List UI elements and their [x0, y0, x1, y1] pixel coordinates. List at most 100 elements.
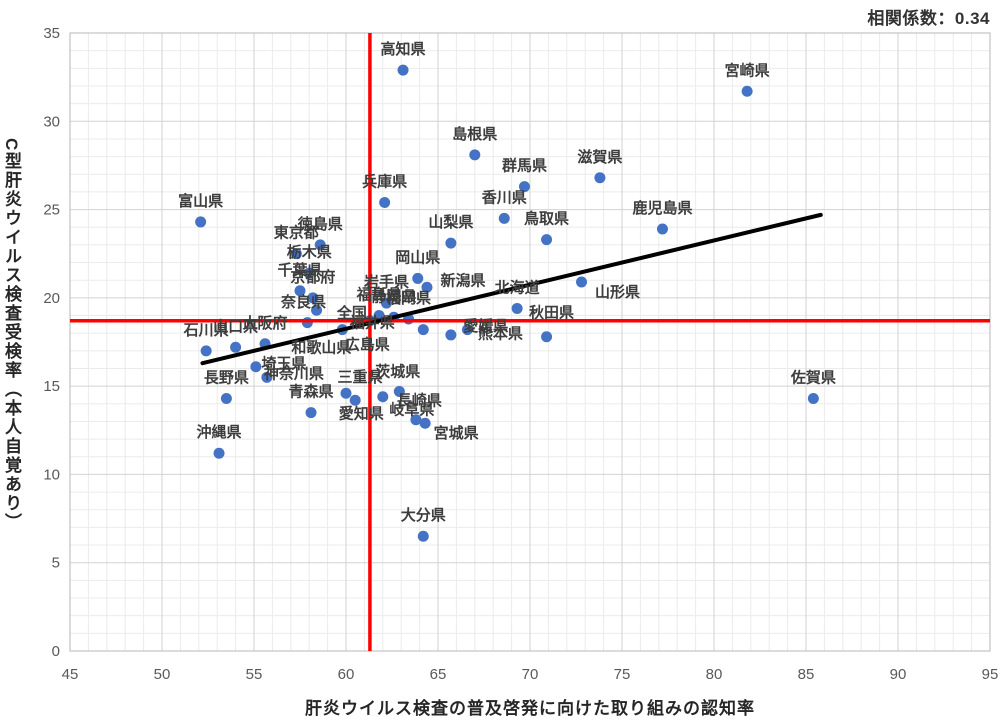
- point-label-神奈川県: 神奈川県: [264, 364, 324, 382]
- point-label-長崎県: 長崎県: [397, 392, 442, 409]
- data-point-北海道: [511, 302, 523, 314]
- y-tick-label: 0: [52, 643, 60, 660]
- data-point-三重県: [340, 387, 352, 399]
- y-axis-title: C型肝炎ウイルス検査受検率（本人自覚あり）: [2, 138, 21, 533]
- point-label-島根県: 島根県: [452, 125, 497, 143]
- point-label-徳島県: 徳島県: [297, 215, 343, 233]
- point-label-鳥取県: 鳥取県: [524, 210, 569, 228]
- data-point-岩手県: [380, 297, 392, 309]
- data-point-埼玉県: [250, 361, 262, 373]
- data-point-千葉県: [294, 285, 306, 297]
- data-point-和歌山県: [301, 317, 313, 329]
- point-label-奈良県: 奈良県: [280, 293, 326, 311]
- point-label-大分県: 大分県: [401, 506, 446, 524]
- point-label-愛媛県: 愛媛県: [463, 317, 508, 335]
- data-point-山梨県: [445, 237, 457, 249]
- data-point-奈良県: [311, 304, 323, 316]
- x-tick-label: 60: [338, 666, 355, 683]
- data-point-香川県: [498, 212, 510, 224]
- data-point-熊本県: [461, 324, 473, 336]
- point-label-全国: 全国: [336, 304, 367, 322]
- data-point-青森県: [305, 407, 317, 419]
- x-tick-label: 55: [246, 666, 263, 683]
- data-point-佐賀県: [807, 393, 819, 405]
- data-point-兵庫県: [379, 197, 391, 209]
- point-label-山形県: 山形県: [595, 283, 640, 301]
- data-point-長野県: [220, 393, 232, 405]
- point-label-岩手県: 岩手県: [363, 273, 409, 291]
- x-tick-label: 65: [430, 666, 447, 683]
- point-label-長野県: 長野県: [204, 370, 249, 387]
- point-label-香川県: 香川県: [482, 188, 527, 206]
- x-tick-label: 90: [890, 666, 907, 683]
- data-point-神奈川県: [261, 371, 273, 383]
- data-point-滋賀県: [594, 172, 606, 184]
- point-label-和歌山県: 和歌山県: [291, 339, 351, 357]
- data-point-鳥取県: [541, 234, 553, 246]
- point-label-熊本県: 熊本県: [478, 325, 523, 343]
- point-label-茨城県: 茨城県: [375, 363, 420, 381]
- data-point-鹿児島県: [656, 223, 668, 235]
- data-point-栃木県: [303, 267, 315, 279]
- data-point-岡山県: [412, 272, 424, 284]
- point-label-宮崎県: 宮崎県: [725, 61, 770, 79]
- data-point-宮崎県: [741, 85, 753, 97]
- point-label-富山県: 富山県: [178, 192, 223, 210]
- point-label-兵庫県: 兵庫県: [362, 173, 407, 191]
- y-tick-label: 20: [43, 290, 60, 307]
- trend-line: [200, 212, 823, 366]
- point-label-佐賀県: 佐賀県: [790, 369, 836, 387]
- data-point-愛媛県: [445, 329, 457, 341]
- data-point-長崎県: [393, 385, 405, 397]
- point-label-福井県: 福井県: [349, 314, 395, 332]
- y-tick-label: 35: [43, 25, 60, 42]
- data-point-高知県: [397, 64, 409, 76]
- point-label-福岡県: 福岡県: [385, 289, 431, 307]
- data-point-東京都: [290, 248, 302, 260]
- y-tick-label: 25: [43, 202, 60, 219]
- correlation-coefficient-label: 相関係数：0.34: [867, 9, 990, 28]
- point-label-三重県: 三重県: [337, 368, 382, 386]
- data-point-茨城県: [377, 391, 389, 403]
- point-label-沖縄県: 沖縄県: [197, 423, 242, 441]
- point-label-広島県: 広島県: [345, 336, 390, 354]
- point-label-新潟県: 新潟県: [440, 271, 485, 289]
- x-tick-label: 70: [522, 666, 539, 683]
- data-point-岐阜県: [410, 414, 422, 426]
- data-point-京都府: [307, 292, 319, 304]
- x-tick-label: 95: [982, 666, 999, 683]
- x-axis-title: 肝炎ウイルス検査の普及啓発に向けた取り組みの認知率: [305, 699, 755, 718]
- data-point-宮城県: [419, 417, 431, 429]
- point-label-埼玉県: 埼玉県: [261, 356, 306, 373]
- data-point-富山県: [195, 216, 207, 228]
- point-label-東京都: 東京都: [274, 224, 319, 242]
- point-label-山口県: 山口県: [213, 318, 258, 335]
- point-label-群馬県: 群馬県: [502, 157, 547, 175]
- point-label-石川県: 石川県: [183, 322, 229, 339]
- data-point-山形県: [576, 276, 588, 288]
- y-tick-label: 30: [43, 113, 60, 130]
- data-point-新潟県: [421, 281, 433, 293]
- y-tick-label: 5: [52, 555, 60, 572]
- data-point-愛知県: [349, 394, 361, 406]
- point-label-秋田県: 秋田県: [529, 304, 574, 322]
- x-tick-label: 45: [62, 666, 79, 683]
- point-label-栃木県: 栃木県: [287, 243, 332, 261]
- point-label-大阪府: 大阪府: [243, 314, 288, 332]
- data-point-大分県: [417, 530, 429, 542]
- y-tick-label: 15: [43, 378, 60, 395]
- point-label-静岡県: 静岡県: [371, 287, 416, 305]
- x-tick-label: 80: [706, 666, 723, 683]
- data-point-島根県: [469, 149, 481, 161]
- point-label-滋賀県: 滋賀県: [577, 148, 622, 166]
- x-tick-label: 85: [798, 666, 815, 683]
- x-tick-label: 50: [154, 666, 171, 683]
- point-label-青森県: 青森県: [289, 383, 334, 401]
- point-label-山梨県: 山梨県: [428, 213, 473, 231]
- point-label-京都府: 京都府: [290, 268, 335, 286]
- data-point-徳島県: [314, 239, 326, 251]
- data-point-群馬県: [518, 181, 530, 193]
- point-label-愛知県: 愛知県: [339, 404, 384, 422]
